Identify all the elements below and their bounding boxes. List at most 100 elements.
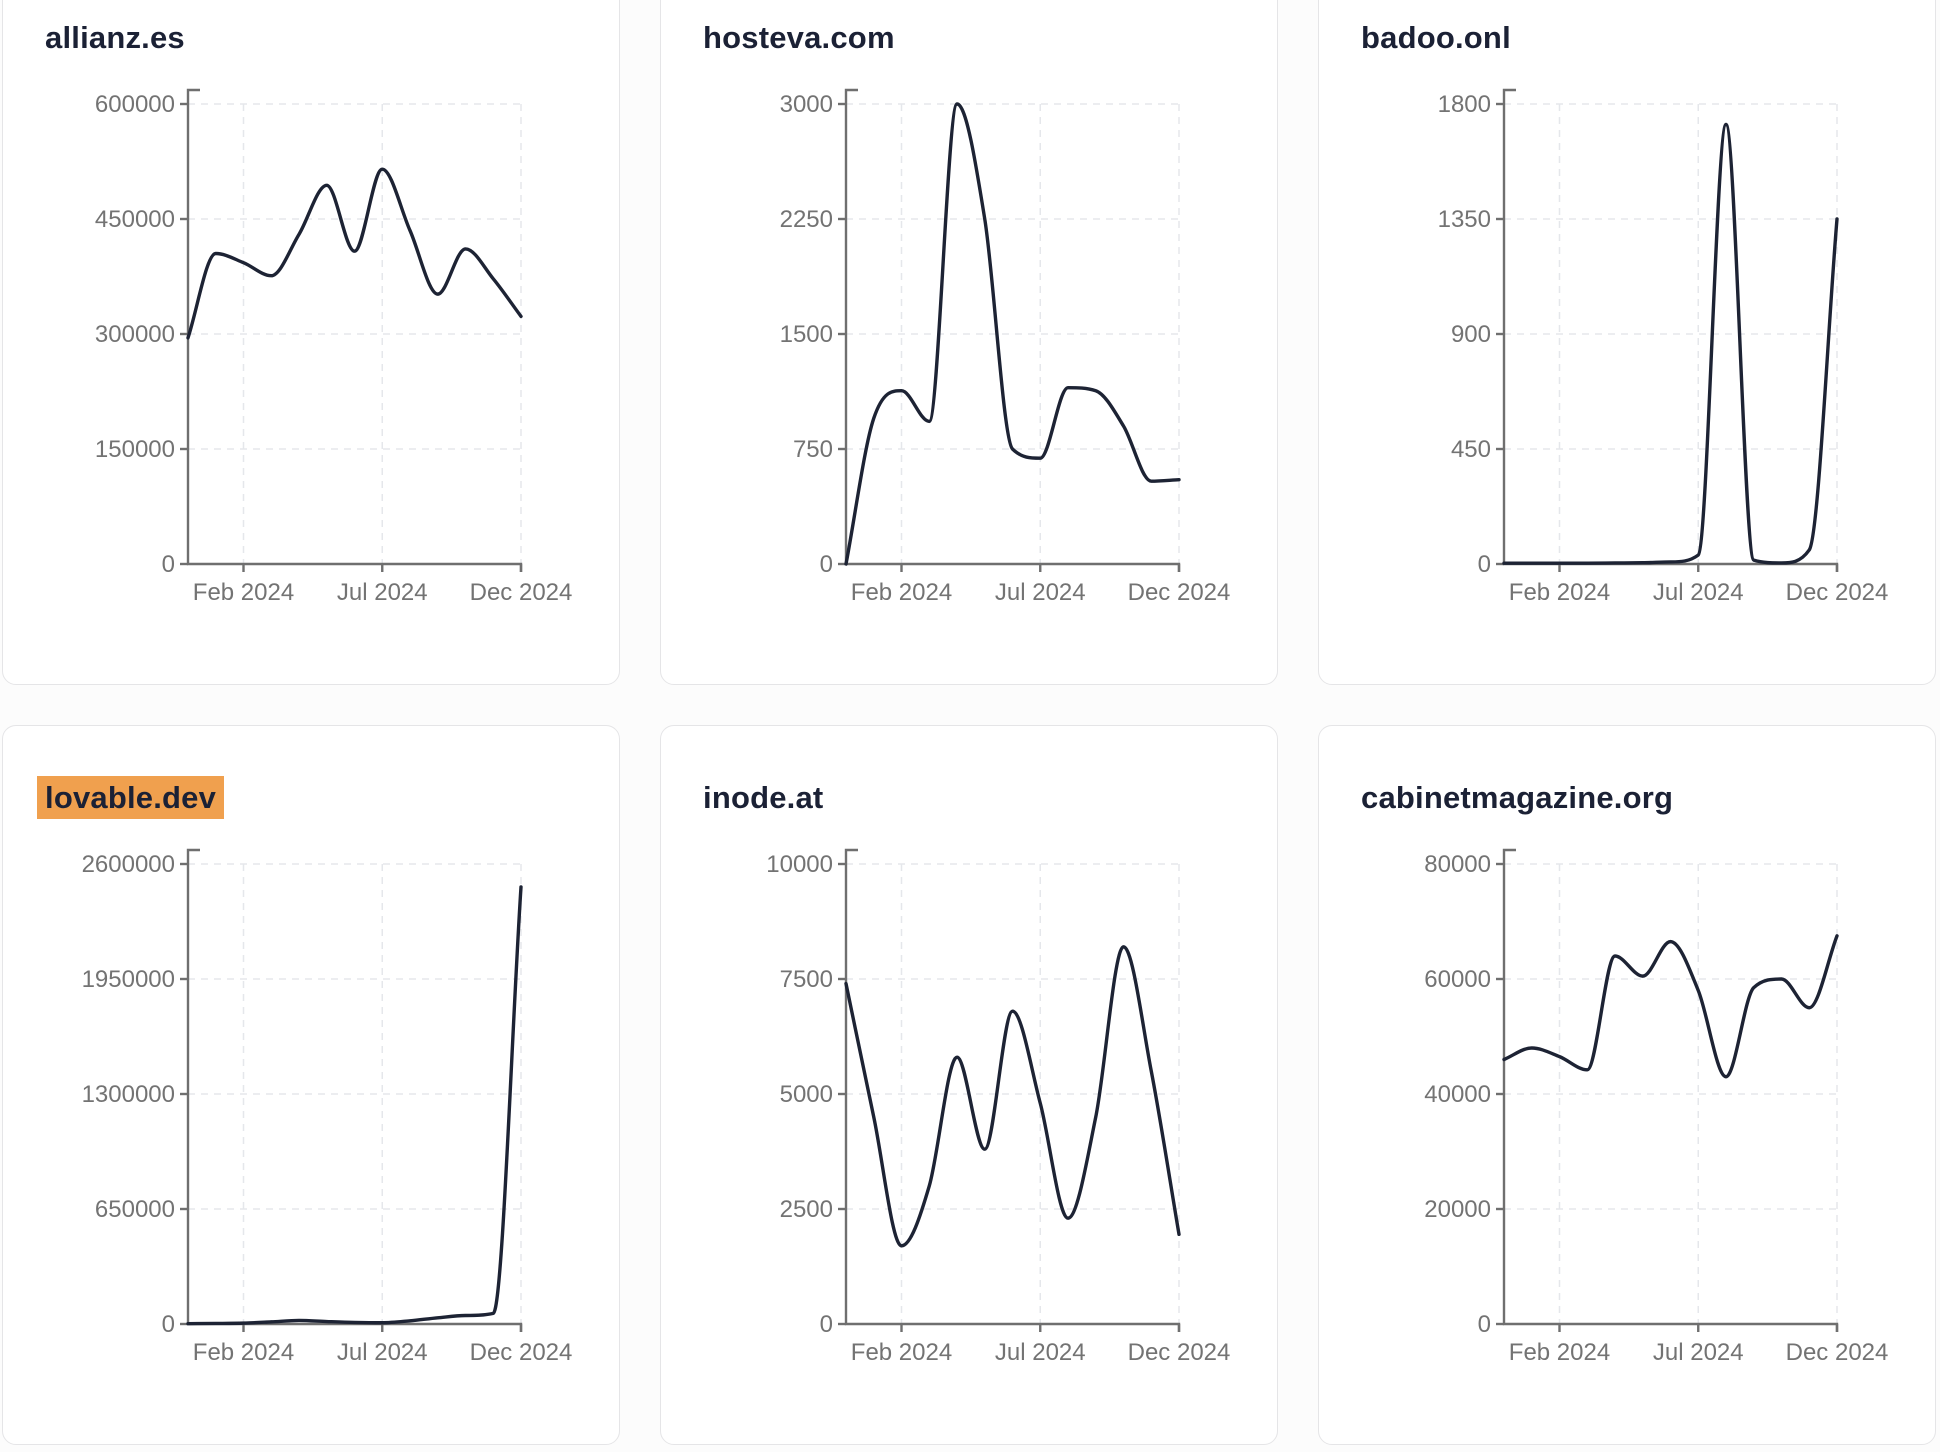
domain-chart-card[interactable]: badoo.onl 0 450 900 1350 1800 Feb 2024 Jul 202…: [1318, 0, 1936, 685]
y-tick-label: 2500: [780, 1196, 833, 1223]
tick-marks: [838, 102, 1181, 572]
y-tick-label: 600000: [95, 91, 175, 118]
domain-chart-card[interactable]: inode.at 0 2500 5000 7500 10000 Feb 2024 Jul 2…: [660, 725, 1278, 1445]
axes: [838, 88, 1181, 572]
tick-marks: [1496, 102, 1839, 572]
y-tick-label: 0: [162, 551, 175, 578]
y-tick-label: 750: [793, 436, 833, 463]
tick-marks: [180, 102, 523, 572]
x-tick-label: Feb 2024: [1509, 1339, 1610, 1366]
card-title: inode.at: [703, 780, 823, 816]
x-tick-label: Feb 2024: [193, 1339, 294, 1366]
card-title: cabinetmagazine.org: [1361, 780, 1673, 816]
axes: [1496, 848, 1839, 1332]
axes: [838, 848, 1181, 1332]
grid-lines: [188, 863, 522, 1324]
highlight-mark: lovable.dev: [37, 776, 225, 819]
domain-name: hosteva.com: [703, 20, 895, 55]
y-tick-label: 1300000: [82, 1081, 175, 1108]
y-tick-label: 2250: [780, 206, 833, 233]
y-axis: [186, 88, 523, 572]
domain-name: cabinetmagazine.org: [1361, 780, 1674, 815]
card-title: hosteva.com: [703, 20, 895, 56]
x-tick-label: Feb 2024: [193, 579, 294, 606]
tick-marks: [180, 862, 523, 1332]
line-chart: 0 2500 5000 7500 10000 Feb 2024 Jul 2024 Dec 20…: [766, 848, 1230, 1366]
tick-marks: [838, 862, 1181, 1332]
y-tick-label: 20000: [1424, 1196, 1491, 1223]
series-line: [1502, 122, 1839, 565]
y-tick-label: 10000: [766, 851, 833, 878]
x-tick-label: Dec 2024: [1786, 1339, 1889, 1366]
domain-name: inode.at: [703, 780, 824, 815]
axes: [1496, 88, 1839, 572]
x-tick-label: Jul 2024: [337, 1339, 428, 1366]
domain-name: badoo.onl: [1361, 20, 1511, 55]
y-tick-label: 40000: [1424, 1081, 1491, 1108]
series-line: [1502, 934, 1839, 1079]
y-tick-label: 0: [820, 551, 833, 578]
tick-labels: 0 750 1500 2250 3000 Feb 2024 Jul 2024 Dec 2024: [780, 91, 1231, 606]
grid-lines: [846, 103, 1180, 564]
tick-marks: [1496, 862, 1839, 1332]
x-tick-label: Jul 2024: [337, 579, 428, 606]
x-tick-label: Dec 2024: [1128, 579, 1231, 606]
y-tick-label: 2600000: [82, 851, 175, 878]
y-axis: [844, 88, 1181, 572]
x-tick-label: Feb 2024: [851, 1339, 952, 1366]
y-axis: [844, 848, 1181, 1332]
domain-chart-card[interactable]: hosteva.com 0 750 1500 2250 3000 Feb 2024 Jul …: [660, 0, 1278, 685]
line-chart: 0 750 1500 2250 3000 Feb 2024 Jul 2024 Dec 2024: [780, 88, 1231, 606]
card-title: badoo.onl: [1361, 20, 1511, 56]
series-line: [844, 102, 1181, 566]
y-tick-label: 1500: [780, 321, 833, 348]
y-tick-label: 150000: [95, 436, 175, 463]
line-chart: 0 450 900 1350 1800 Feb 2024 Jul 2024 Dec 2024: [1438, 88, 1889, 606]
y-axis: [186, 848, 523, 1332]
x-tick-label: Dec 2024: [470, 1339, 573, 1366]
tick-labels: 0 650000 1300000 1950000 2600000 Feb 2024 Jul …: [82, 851, 573, 1366]
x-tick-label: Dec 2024: [1786, 579, 1889, 606]
domain-chart-card[interactable]: allianz.es 0 150000 300000 450000 600000 Feb …: [2, 0, 620, 685]
y-tick-label: 0: [820, 1311, 833, 1338]
y-tick-label: 1800: [1438, 91, 1491, 118]
domain-chart-card[interactable]: cabinetmagazine.org 0 20000 40000 60000 8000…: [1318, 725, 1936, 1445]
axes: [180, 848, 523, 1332]
y-tick-label: 60000: [1424, 966, 1491, 993]
y-tick-label: 80000: [1424, 851, 1491, 878]
tick-labels: 0 2500 5000 7500 10000 Feb 2024 Jul 2024 Dec 20…: [766, 851, 1230, 1366]
card-title: lovable.dev: [37, 776, 225, 819]
x-tick-label: Jul 2024: [995, 1339, 1086, 1366]
x-tick-label: Feb 2024: [1509, 579, 1610, 606]
x-tick-label: Jul 2024: [1653, 1339, 1744, 1366]
y-tick-label: 5000: [780, 1081, 833, 1108]
series-line: [844, 945, 1181, 1248]
axes: [180, 88, 523, 572]
y-tick-label: 0: [162, 1311, 175, 1338]
series-line: [186, 167, 523, 340]
x-tick-label: Feb 2024: [851, 579, 952, 606]
domain-name: allianz.es: [45, 20, 185, 55]
y-tick-label: 1350: [1438, 206, 1491, 233]
tick-labels: 0 20000 40000 60000 80000 Feb 2024 Jul 2024 Dec…: [1424, 851, 1888, 1366]
y-axis: [1502, 848, 1839, 1332]
line-chart: 0 650000 1300000 1950000 2600000 Feb 2024 Jul …: [82, 848, 573, 1366]
y-tick-label: 450000: [95, 206, 175, 233]
tick-labels: 0 450 900 1350 1800 Feb 2024 Jul 2024 Dec 2024: [1438, 91, 1889, 606]
grid-lines: [1504, 103, 1838, 564]
y-tick-label: 0: [1478, 551, 1491, 578]
domain-chart-card[interactable]: lovable.dev 0 650000 1300000 1950000 2600000…: [2, 725, 620, 1445]
y-tick-label: 450: [1451, 436, 1491, 463]
x-tick-label: Dec 2024: [1128, 1339, 1231, 1366]
y-axis: [1502, 88, 1839, 572]
y-tick-label: 650000: [95, 1196, 175, 1223]
grid-lines: [846, 863, 1180, 1324]
card-title: allianz.es: [45, 20, 185, 56]
y-tick-label: 300000: [95, 321, 175, 348]
tick-labels: 0 150000 300000 450000 600000 Feb 2024 Jul 202…: [95, 91, 572, 606]
grid-lines: [1504, 863, 1838, 1324]
line-chart: 0 150000 300000 450000 600000 Feb 2024 Jul 202…: [95, 88, 572, 606]
x-tick-label: Jul 2024: [995, 579, 1086, 606]
series-line: [186, 885, 523, 1326]
